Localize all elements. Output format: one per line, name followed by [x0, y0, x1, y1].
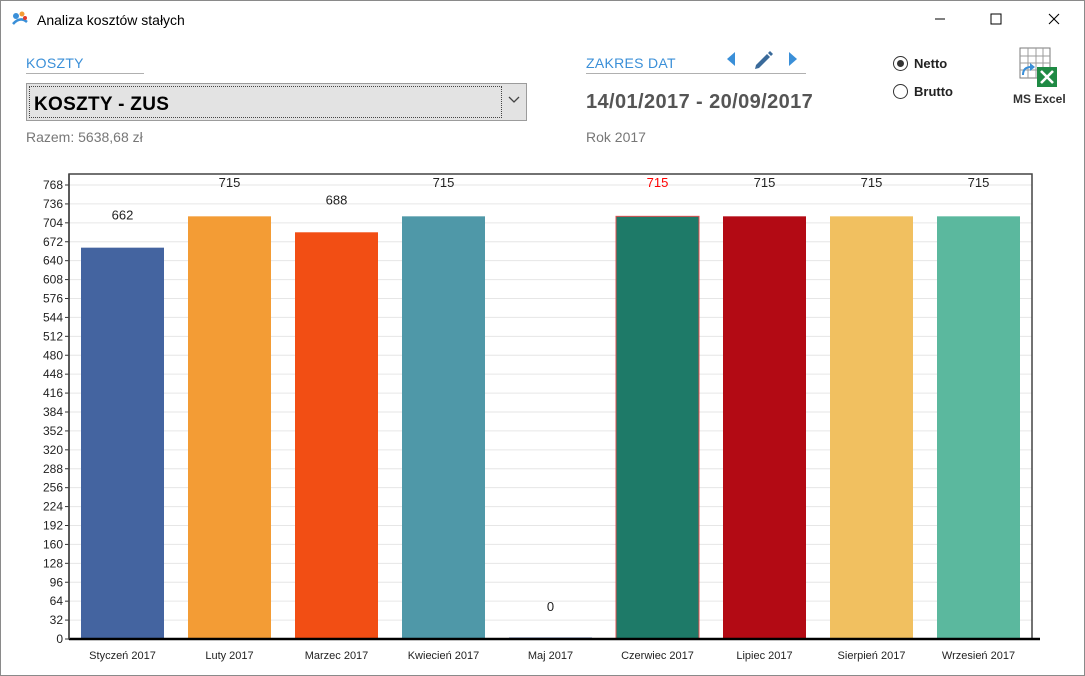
bar-7 — [723, 216, 806, 639]
date-range-value: 14/01/2017 - 20/09/2017 — [586, 91, 814, 113]
bar-value-label: 715 — [219, 175, 241, 190]
brutto-radio-indicator[interactable] — [893, 84, 908, 99]
y-tick-label: 608 — [43, 273, 63, 287]
x-tick-label: Sierpień 2017 — [838, 650, 906, 662]
y-tick-label: 480 — [43, 348, 63, 362]
y-tick-label: 256 — [43, 481, 63, 495]
pencil-icon[interactable] — [752, 49, 774, 69]
bar-value-label: 0 — [547, 599, 554, 614]
arrow-left-icon[interactable] — [725, 51, 737, 67]
y-tick-label: 416 — [43, 386, 63, 400]
minimize-button[interactable] — [917, 1, 963, 37]
y-tick-label: 0 — [56, 632, 63, 646]
close-button[interactable] — [1031, 1, 1077, 37]
brutto-radio[interactable]: Brutto — [893, 84, 953, 99]
bar-value-label: 662 — [112, 208, 134, 223]
bar-value-label: 715 — [647, 175, 669, 190]
y-tick-label: 192 — [43, 519, 63, 533]
bar-value-label: 715 — [968, 175, 990, 190]
bar-value-label: 688 — [326, 192, 348, 207]
cost-chart: 0 32 64 96 128 160 192 224 256 288 320 352 384 416 448… — [11, 167, 1071, 667]
bar-value-label: 715 — [754, 175, 776, 190]
costs-dropdown[interactable]: KOSZTY - ZUS — [26, 83, 527, 121]
y-tick-label: 448 — [43, 367, 63, 381]
y-tick-label: 32 — [50, 613, 64, 627]
close-icon — [1048, 13, 1060, 25]
y-tick-label: 672 — [43, 235, 63, 249]
x-tick-label: Czerwiec 2017 — [621, 650, 694, 662]
title-bar: Analiza kosztów stałych — [1, 1, 1084, 37]
costs-dropdown-value: KOSZTY - ZUS — [34, 94, 170, 115]
date-range-section-label: ZAKRES DAT — [586, 55, 676, 71]
chevron-down-icon — [508, 96, 520, 103]
y-tick-label: 576 — [43, 292, 63, 306]
y-tick-label: 160 — [43, 537, 63, 551]
bar-3 — [295, 232, 378, 639]
netto-radio[interactable]: Netto — [893, 56, 947, 71]
bar-4 — [402, 216, 485, 639]
bar-value-label: 715 — [861, 175, 883, 190]
costs-section-label: KOSZTY — [26, 55, 84, 71]
y-tick-label: 128 — [43, 556, 63, 570]
date-range-label-underline — [586, 73, 806, 74]
date-range-period: Rok 2017 — [586, 129, 646, 145]
window-title: Analiza kosztów stałych — [37, 12, 185, 28]
y-tick-label: 768 — [43, 178, 63, 192]
bar-chart: 0 32 64 96 128 160 192 224 256 288 320 352 384 416 448… — [43, 173, 1040, 662]
y-tick-label: 64 — [50, 594, 64, 608]
netto-radio-label: Netto — [914, 56, 948, 71]
x-tick-label: Lipiec 2017 — [736, 650, 792, 662]
y-tick-label: 736 — [43, 197, 63, 211]
bar-9 — [937, 216, 1020, 639]
brutto-radio-label: Brutto — [914, 84, 953, 99]
costs-total: Razem: 5638,68 zł — [26, 129, 143, 145]
ms-excel-label: MS Excel — [1013, 92, 1066, 106]
x-tick-label: Kwiecień 2017 — [408, 650, 480, 662]
y-tick-label: 704 — [43, 216, 63, 230]
bar-1 — [81, 247, 164, 639]
combo-focus-rect: KOSZTY - ZUS — [29, 86, 502, 118]
excel-icon — [1019, 47, 1057, 87]
y-tick-label: 288 — [43, 462, 63, 476]
minimize-icon — [935, 18, 945, 20]
x-tick-label: Wrzesień 2017 — [942, 650, 1015, 662]
x-tick-label: Styczeń 2017 — [89, 650, 156, 662]
bar-6 — [615, 215, 700, 640]
maximize-icon — [990, 13, 1002, 25]
netto-radio-indicator[interactable] — [893, 56, 908, 71]
y-tick-label: 544 — [43, 310, 63, 324]
y-tick-label: 352 — [43, 424, 63, 438]
x-tick-label: Marzec 2017 — [305, 650, 369, 662]
y-tick-label: 640 — [43, 254, 63, 268]
maximize-button[interactable] — [973, 1, 1019, 37]
y-tick-label: 96 — [50, 575, 64, 589]
bar-8 — [830, 216, 913, 639]
x-tick-label: Maj 2017 — [528, 650, 573, 662]
arrow-right-icon[interactable] — [787, 51, 799, 67]
costs-label-underline — [26, 73, 144, 74]
bar-value-label: 715 — [433, 175, 455, 190]
y-tick-label: 320 — [43, 443, 63, 457]
y-tick-label: 224 — [43, 500, 63, 514]
app-icon — [12, 11, 28, 25]
y-tick-label: 384 — [43, 405, 63, 419]
x-tick-label: Luty 2017 — [205, 650, 253, 662]
bar-2 — [188, 216, 271, 639]
y-tick-label: 512 — [43, 329, 63, 343]
ms-excel-button[interactable]: MS Excel — [1005, 45, 1075, 107]
